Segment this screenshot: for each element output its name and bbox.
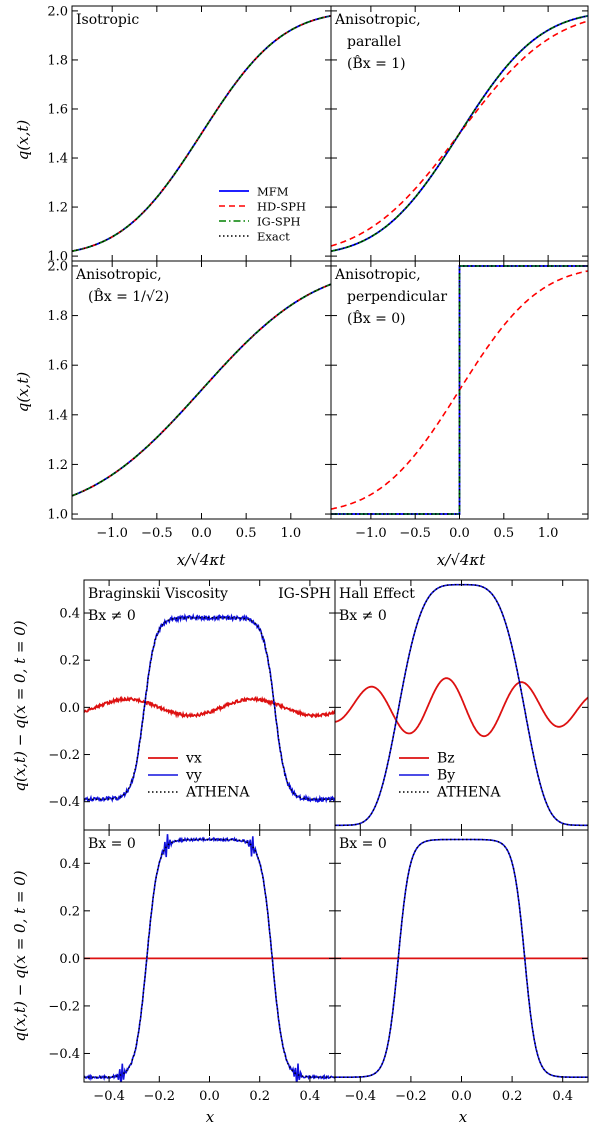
panel-annotation: Anisotropic, <box>334 12 421 28</box>
top-y-axis-label: q(x,t) <box>14 120 32 161</box>
series-vy <box>84 834 335 1082</box>
legend-label: ATHENA <box>185 785 250 801</box>
x-tick-label: 0.5 <box>493 526 514 541</box>
panel-annotation: Hall Effect <box>339 586 415 602</box>
y-tick-label: −0.4 <box>48 795 80 810</box>
panel-annotation: (B̂x = 1/√2) <box>88 287 169 305</box>
top-x-axis-label-left: x/√4κt <box>177 551 226 569</box>
panel-annotation: Anisotropic, <box>75 267 162 283</box>
panel-braginskii-zero: −0.4 −0.2 0.0 0.2 0.4 −0.4 −0.2 0.0 0.2 0.4 Bx = 0 <box>48 829 336 1104</box>
y-tick-label: 0.0 <box>59 952 80 967</box>
y-tick-label: 1.6 <box>47 359 68 374</box>
panel-annotation: Bx = 0 <box>339 836 387 852</box>
y-tick-label: 1.0 <box>47 250 68 265</box>
legend-label: ATHENA <box>436 785 501 801</box>
y-tick-label: 1.2 <box>47 458 68 473</box>
top-x-axis-label-right: x/√4κt <box>437 551 486 569</box>
x-tick-label: 0.2 <box>249 1089 270 1104</box>
panel-annotation: Isotropic <box>76 12 139 28</box>
y-tick-label: 1.4 <box>47 408 68 423</box>
legend-label: MFM <box>257 185 289 199</box>
panel-annotation: parallel <box>347 34 402 50</box>
y-tick-label: 1.0 <box>47 508 68 523</box>
x-tick-label: −0.2 <box>395 1089 427 1104</box>
panel-anisotropic-diagonal: −1.0 −0.5 0.0 0.5 1.0 1.0 1.2 1.4 1.6 1.8 2.0 Aniso… <box>47 259 332 541</box>
x-tick-label: −0.2 <box>144 1089 176 1104</box>
x-tick-label: 0.5 <box>236 526 257 541</box>
series-by <box>335 838 588 1078</box>
y-tick-label: 1.2 <box>47 201 68 216</box>
panel-annotation-right: IG-SPH <box>278 586 331 602</box>
x-tick-label: 1.0 <box>538 526 559 541</box>
panel-annotation: Anisotropic, <box>334 267 421 283</box>
x-tick-label: −0.5 <box>399 526 431 541</box>
legend-label: IG-SPH <box>257 215 300 229</box>
series-ig-sph <box>72 15 331 252</box>
y-tick-label: 2.0 <box>47 259 68 274</box>
panel-annotation: (B̂x = 0) <box>347 309 406 327</box>
x-tick-label: 0.0 <box>449 526 470 541</box>
panel-anisotropic-perpendicular: −1.0 −0.5 0.0 0.5 1.0 Anisotropic, perpendicul… <box>330 260 589 541</box>
x-tick-label: 1.0 <box>280 526 301 541</box>
y-tick-label: 1.8 <box>47 309 68 324</box>
y-tick-label: 0.4 <box>59 607 80 622</box>
legend-label: By <box>437 768 455 784</box>
panel-isotropic: 1.0 1.2 1.4 1.6 1.8 2.0 Isotropic MFMHD-SPHIG-S… <box>47 4 332 265</box>
y-tick-label: 0.0 <box>59 701 80 716</box>
chart-panels: 1.01.21.41.61.82.0IsotropicMFMHD-SPHIG-S… <box>47 4 589 1104</box>
legend-label: Bz <box>437 751 455 767</box>
bottom-y-axis-label: q(x,t) − q(x = 0, t = 0) <box>11 620 29 791</box>
legend-label: HD-SPH <box>257 200 306 214</box>
panel-annotation: (B̂x = 1) <box>347 54 406 72</box>
x-tick-label: 0.4 <box>552 1089 573 1104</box>
top-y-axis-label-lower: q(x,t) <box>14 372 32 413</box>
x-tick-label: −0.5 <box>141 526 173 541</box>
x-tick-label: −0.4 <box>345 1089 377 1104</box>
series-vx <box>84 695 335 719</box>
series-vy <box>84 612 335 804</box>
legend-label: vy <box>185 768 202 784</box>
x-tick-label: −1.0 <box>355 526 387 541</box>
bottom-x-axis-label-right: x <box>459 1108 468 1126</box>
panel-braginskii-nonzero: −0.4 −0.2 0.0 0.2 0.4 Braginskii Viscosity Bx … <box>48 579 336 831</box>
panel-anisotropic-parallel: Anisotropic, parallel (B̂x = 1) <box>330 5 589 262</box>
plot-frame <box>83 829 336 1083</box>
legend-label: vx <box>185 751 202 767</box>
y-tick-label: −0.2 <box>48 748 80 763</box>
x-tick-label: 0.0 <box>191 526 212 541</box>
y-tick-label: −0.4 <box>48 1047 80 1062</box>
x-tick-label: −0.4 <box>93 1089 125 1104</box>
panel-annotation: Braginskii Viscosity <box>88 586 228 602</box>
x-tick-label: 0.0 <box>451 1089 472 1104</box>
x-tick-label: −1.0 <box>96 526 128 541</box>
legend-label: Exact <box>257 230 290 244</box>
series-exact <box>331 15 588 252</box>
y-tick-label: 0.4 <box>59 857 80 872</box>
series-exact <box>331 265 588 515</box>
panel-annotation: Bx ≠ 0 <box>88 608 136 624</box>
x-tick-label: 0.2 <box>502 1089 523 1104</box>
panel-hall-zero: −0.4 −0.2 0.0 0.2 0.4 Bx = 0 <box>334 829 589 1104</box>
series-exact <box>72 283 331 497</box>
series-athena <box>84 617 335 800</box>
y-tick-label: 2.0 <box>47 4 68 19</box>
y-tick-label: 0.2 <box>59 654 80 669</box>
x-tick-label: 0.4 <box>300 1089 321 1104</box>
plot-frame <box>334 829 589 1083</box>
panel-annotation: perpendicular <box>347 289 447 305</box>
series-exact <box>72 15 331 252</box>
y-tick-label: −0.2 <box>48 999 80 1014</box>
panel-annotation: Bx = 0 <box>88 836 136 852</box>
bottom-y-axis-label-lower: q(x,t) − q(x = 0, t = 0) <box>11 870 29 1041</box>
series-bz <box>335 677 588 738</box>
x-tick-label: 0.0 <box>199 1089 220 1104</box>
y-tick-label: 0.2 <box>59 904 80 919</box>
panel-annotation: Bx ≠ 0 <box>339 608 387 624</box>
y-tick-label: 1.6 <box>47 102 68 117</box>
y-tick-label: 1.4 <box>47 152 68 167</box>
bottom-x-axis-label-left: x <box>206 1108 215 1126</box>
y-tick-label: 1.8 <box>47 53 68 68</box>
